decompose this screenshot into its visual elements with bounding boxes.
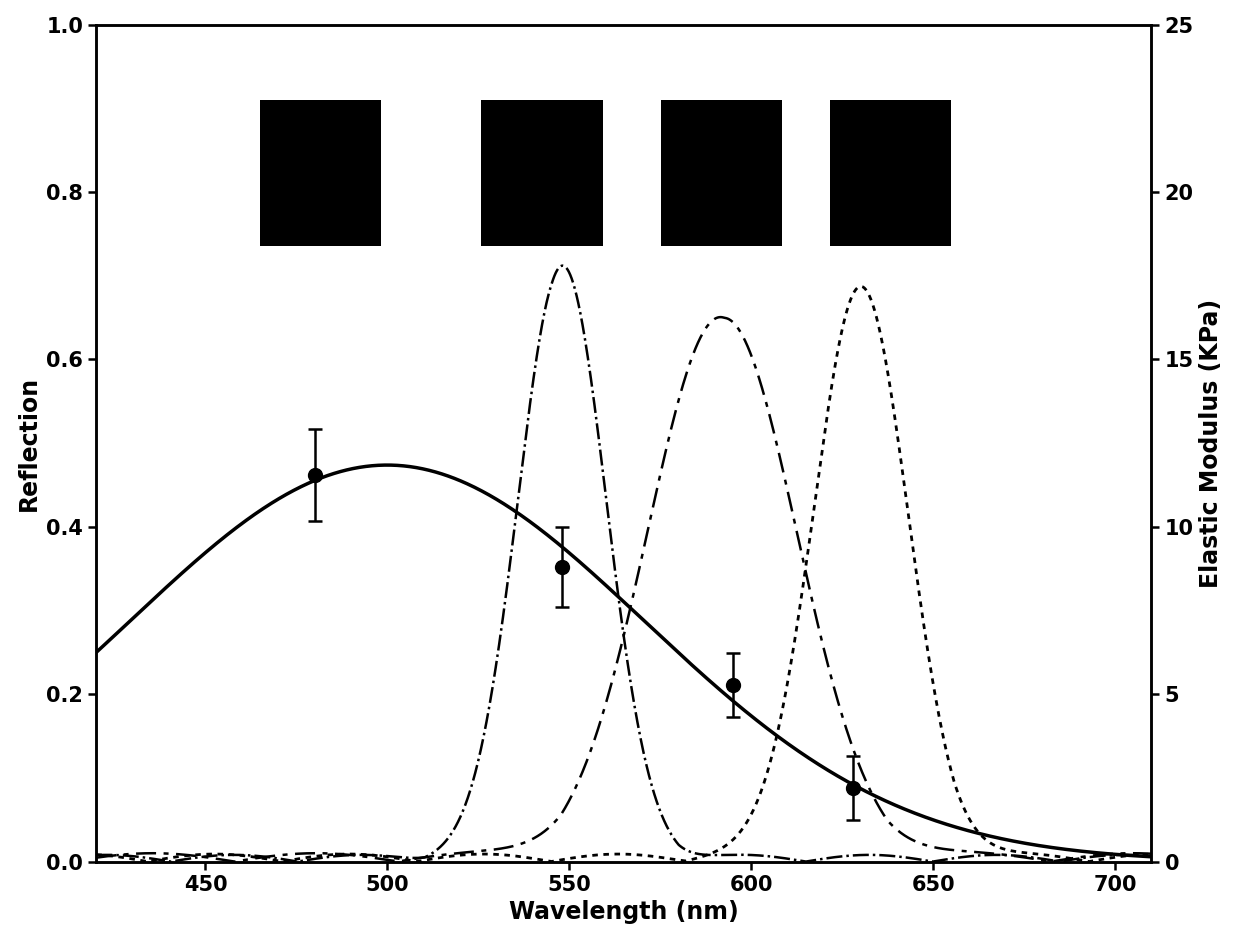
Y-axis label: Elastic Modulus (KPa): Elastic Modulus (KPa)	[1199, 298, 1224, 588]
Point	[552, 560, 572, 575]
Bar	[830, 100, 951, 247]
Point	[305, 468, 325, 483]
Bar	[661, 100, 782, 247]
Point	[843, 780, 863, 795]
Point	[723, 678, 743, 693]
Bar	[481, 100, 603, 247]
Y-axis label: Reflection: Reflection	[16, 375, 41, 511]
X-axis label: Wavelength (nm): Wavelength (nm)	[508, 901, 739, 924]
Bar	[260, 100, 381, 247]
